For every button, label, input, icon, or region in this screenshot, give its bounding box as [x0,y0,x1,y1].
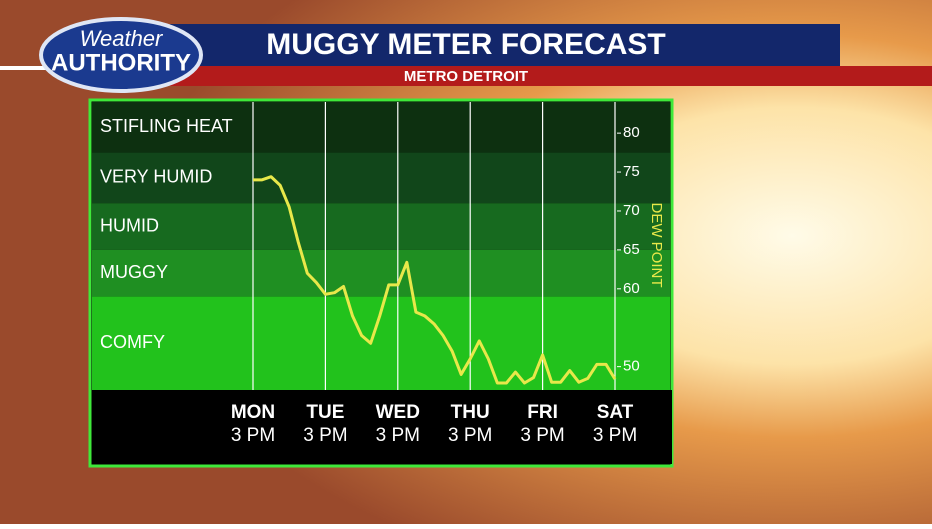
label-strip [96,390,672,464]
chart-subtitle: METRO DETROIT [404,68,528,85]
y-axis-title: DEW POINT [648,203,665,288]
subtitle-bar [170,66,932,86]
y-tick-label: 70 [623,202,640,219]
zone-label: VERY HUMID [100,167,212,187]
y-tick-label: 65 [623,241,640,258]
x-tick-time: 3 PM [231,425,275,446]
zone-band [92,203,670,250]
x-tick-time: 3 PM [593,425,637,446]
x-tick-time: 3 PM [520,425,564,446]
y-tick-label: 50 [623,358,640,375]
chart-title: MUGGY METER FORECAST [266,28,665,61]
x-tick-time: 3 PM [376,425,420,446]
x-tick-label: THU [451,402,490,423]
x-tick-label: TUE [306,402,344,423]
x-tick-label: MON [231,402,275,423]
y-tick-label: 60 [623,280,640,297]
zone-band [92,152,670,204]
zone-label: COMFY [100,332,165,352]
x-tick-label: WED [376,402,420,423]
zone-label: MUGGY [100,262,168,282]
zone-label: HUMID [100,215,159,235]
y-tick-label: 75 [623,163,640,180]
x-tick-label: FRI [527,402,558,423]
dew-point-line [253,175,617,385]
logo [39,17,203,93]
logo-text: AUTHORITY [51,49,191,76]
y-tick-label: 80 [623,124,640,141]
x-tick-time: 3 PM [448,425,492,446]
logo-text: Weather [80,26,164,51]
zone-band [92,249,670,297]
plot: STIFLING HEAT VERY HUMID HUMID MUGGY COMFY 50… [92,102,672,464]
x-tick-time: 3 PM [303,425,347,446]
title-bar [170,24,840,68]
zone-label: STIFLING HEAT [100,116,233,136]
x-tick-label: SAT [597,402,634,423]
zone-band [92,102,670,153]
